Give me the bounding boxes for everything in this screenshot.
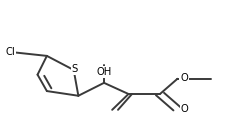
Text: O: O [181,104,189,114]
Text: Cl: Cl [6,47,15,57]
Text: S: S [72,64,78,74]
Text: O: O [180,73,188,83]
Text: OH: OH [96,67,112,77]
